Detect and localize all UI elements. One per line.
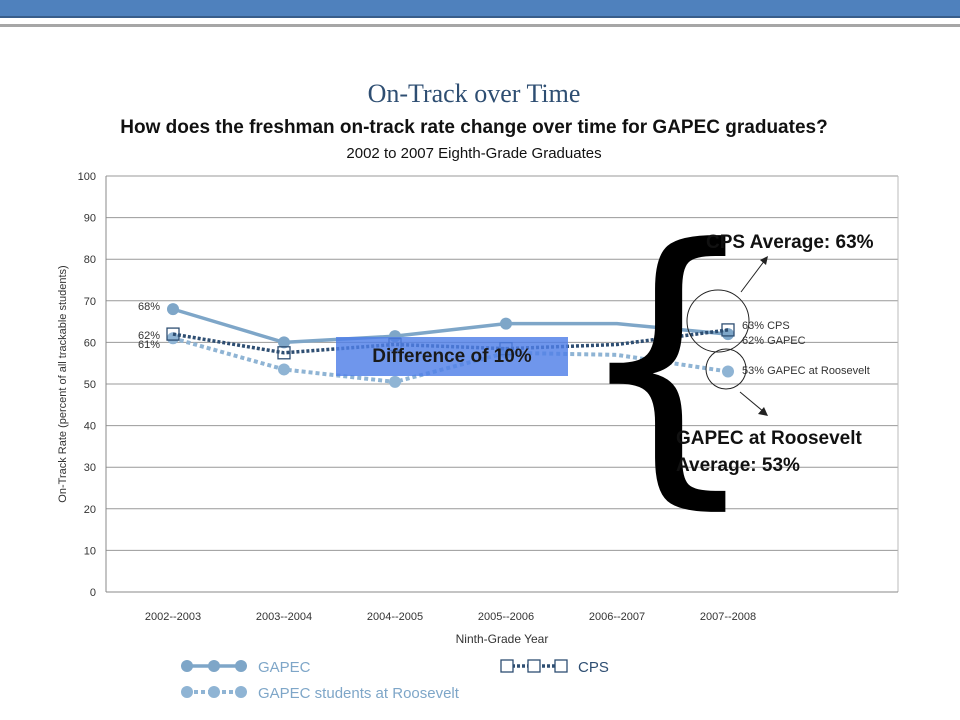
data-point bbox=[721, 323, 735, 337]
series-line-2 bbox=[172, 336, 729, 384]
legend-marker bbox=[208, 660, 220, 672]
x-axis-label: Ninth-Grade Year bbox=[456, 632, 549, 646]
brace-annotation: { bbox=[572, 185, 763, 534]
legend-marker bbox=[554, 659, 568, 673]
arrow-roosevelt bbox=[739, 391, 765, 413]
data-point bbox=[167, 303, 179, 316]
y-tick-label: 0 bbox=[90, 587, 96, 599]
header-bar bbox=[0, 0, 960, 18]
data-point bbox=[277, 346, 291, 360]
data-point bbox=[278, 363, 290, 376]
chart-title: On-Track over Time bbox=[368, 79, 581, 108]
y-tick-label: 30 bbox=[84, 462, 96, 474]
legend-marker bbox=[181, 660, 193, 672]
x-tick-label: 2004--2005 bbox=[367, 611, 423, 623]
cps-average-annotation: CPS Average: 63% bbox=[706, 232, 874, 253]
legend-label: GAPEC students at Roosevelt bbox=[258, 685, 460, 702]
x-tick-label: 2002--2003 bbox=[145, 611, 201, 623]
legend-marker bbox=[500, 659, 514, 673]
series-end-label: 53% GAPEC at Roosevelt bbox=[742, 365, 870, 377]
y-tick-label: 90 bbox=[84, 213, 96, 225]
y-tick-label: 20 bbox=[84, 504, 96, 516]
chart-subtitle-2: 2002 to 2007 Eighth-Grade Graduates bbox=[346, 145, 601, 162]
roosevelt-average-line2: Average: 53% bbox=[676, 455, 800, 476]
roosevelt-average-line1: GAPEC at Roosevelt bbox=[676, 428, 862, 449]
arrow-cps bbox=[740, 259, 766, 293]
roosevelt-average-annotation: GAPEC at Roosevelt Average: 53% bbox=[676, 425, 926, 479]
y-tick-label: 100 bbox=[78, 171, 96, 183]
arrow-head-cps bbox=[760, 256, 768, 265]
series-start-label: 62% bbox=[138, 330, 160, 342]
legend-label: CPS bbox=[578, 659, 609, 676]
series-start-label: 61% bbox=[138, 339, 160, 351]
y-axis-label: On-Track Rate (percent of all trackable … bbox=[57, 265, 69, 502]
y-tick-label: 10 bbox=[84, 545, 96, 557]
x-tick-label: 2006--2007 bbox=[589, 611, 645, 623]
legend-marker bbox=[235, 686, 247, 698]
y-tick-label: 40 bbox=[84, 421, 96, 433]
annotation-circle-roosevelt bbox=[705, 348, 747, 390]
series-end-label: 63% CPS bbox=[742, 320, 790, 332]
legend-marker bbox=[527, 659, 541, 673]
arrow-head-roosevelt bbox=[758, 407, 768, 416]
y-tick-label: 60 bbox=[84, 337, 96, 349]
data-point bbox=[722, 365, 734, 378]
data-point bbox=[166, 327, 180, 341]
data-point bbox=[278, 336, 290, 349]
chart-subtitle: How does the freshman on-track rate chan… bbox=[120, 117, 827, 138]
x-tick-label: 2005--2006 bbox=[478, 611, 534, 623]
y-tick-label: 70 bbox=[84, 296, 96, 308]
data-point bbox=[167, 332, 179, 345]
series-start-label: 68% bbox=[138, 301, 160, 313]
y-tick-label: 80 bbox=[84, 254, 96, 266]
legend-marker bbox=[208, 686, 220, 698]
header-divider bbox=[0, 24, 960, 27]
data-point bbox=[500, 317, 512, 330]
legend-label: GAPEC bbox=[258, 659, 311, 676]
difference-highlight-box bbox=[336, 337, 568, 376]
x-tick-label: 2003--2004 bbox=[256, 611, 312, 623]
legend-marker bbox=[235, 660, 247, 672]
difference-annotation: Difference of 10% bbox=[372, 346, 532, 367]
annotation-circle-cps bbox=[686, 289, 750, 353]
legend-marker bbox=[181, 686, 193, 698]
data-point bbox=[722, 328, 734, 341]
series-line-0 bbox=[172, 307, 729, 345]
y-tick-label: 50 bbox=[84, 379, 96, 391]
series-end-label: 62% GAPEC bbox=[742, 335, 806, 347]
x-tick-label: 2007--2008 bbox=[700, 611, 756, 623]
data-point bbox=[389, 375, 401, 388]
